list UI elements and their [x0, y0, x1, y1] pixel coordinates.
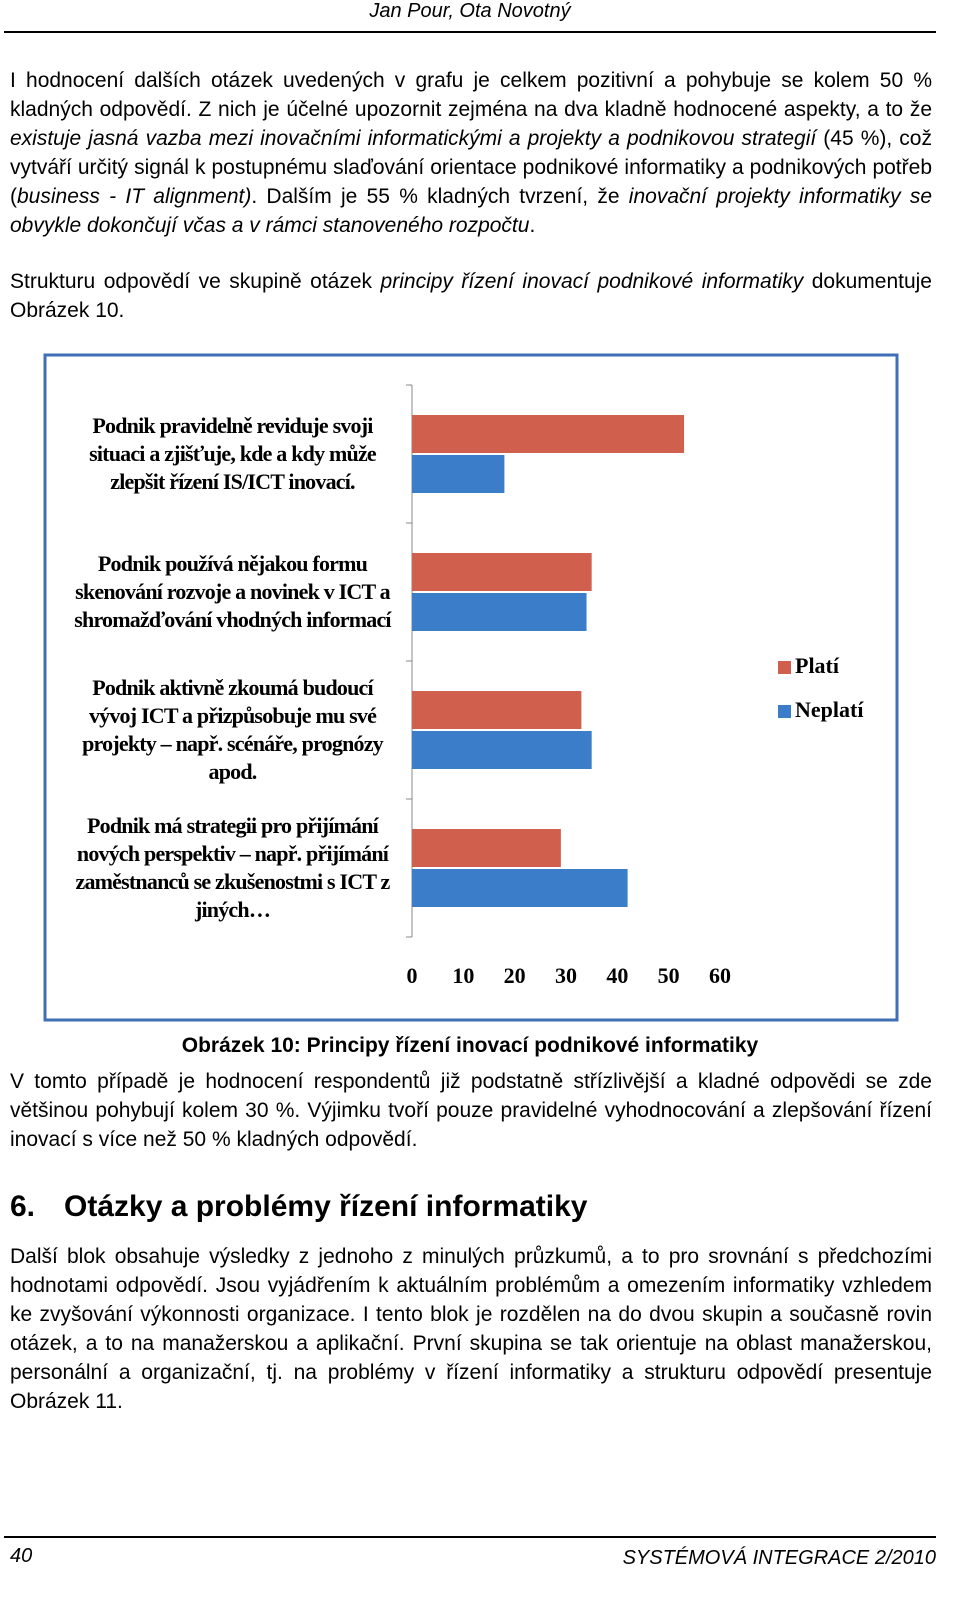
page-number: 40: [10, 1545, 33, 1567]
bar: [412, 691, 582, 729]
text: (45 %), což vytváří určitý signál k post…: [10, 127, 932, 208]
section-heading: 6. Otázky a problémy řízení informatiky: [10, 1188, 588, 1226]
bar: [412, 731, 592, 769]
x-tick-label: 40: [606, 963, 628, 988]
text: I hodnocení dalších otázek uvedených v g…: [10, 69, 932, 121]
paragraph: Další blok obsahuje výsledky z jednoho z…: [10, 1242, 932, 1416]
legend-swatch: [778, 661, 791, 674]
header: Jan Pour, Ota Novotný: [369, 0, 571, 22]
legend-label: Platí: [795, 653, 840, 678]
bar: [412, 415, 685, 453]
x-tick-label: 50: [658, 963, 680, 988]
category-label: Podnik používá nějakou formu skenování r…: [74, 551, 391, 632]
bar: [412, 593, 587, 631]
caption: Obrázek 10: Principy řízení inovací podn…: [181, 1034, 759, 1057]
x-tick-label: 0: [407, 963, 418, 988]
paragraph: V tomto případě je hodnocení respondentů…: [10, 1067, 932, 1154]
italic-text: existuje jasná vazba mezi inovačními inf…: [10, 127, 817, 150]
x-tick-label: 20: [504, 963, 526, 988]
x-tick-label: 30: [555, 963, 577, 988]
paragraph: Strukturu odpovědí ve skupině otázek pri…: [10, 267, 932, 325]
bar: [412, 869, 628, 907]
text: Další blok obsahuje výsledky z jednoho z…: [10, 1245, 932, 1413]
x-tick-label: 10: [452, 963, 474, 988]
text: . Dalším je 55 % kladných tvrzení, že: [251, 185, 629, 208]
category-label: Podnik aktivně zkoumá budoucí vývoj ICT …: [82, 675, 384, 784]
category-label: Podnik má strategii pro přijímání nových…: [75, 813, 390, 922]
bar: [412, 553, 592, 591]
text: Strukturu odpovědí ve skupině otázek: [10, 270, 381, 293]
italic-text: principy řízení inovací podnikové inform…: [380, 270, 804, 293]
legend-swatch: [778, 705, 791, 718]
italic-text: inovační projekty informatiky se obvykle…: [10, 185, 932, 237]
section-number: 6.: [10, 1190, 36, 1223]
header-rule: [4, 31, 936, 33]
text: .: [529, 214, 536, 237]
journal: SYSTÉMOVÁ INTEGRACE 2/2010: [622, 1547, 936, 1569]
category-label: Podnik pravidelně reviduje svoji situaci…: [89, 413, 377, 494]
legend-label: Neplatí: [795, 697, 864, 722]
bar: [412, 455, 505, 493]
section-title: Otázky a problémy řízení informatiky: [64, 1190, 588, 1223]
x-tick-label: 60: [709, 963, 731, 988]
paragraph: I hodnocení dalších otázek uvedených v g…: [10, 66, 932, 240]
bar: [412, 829, 561, 867]
text: V tomto případě je hodnocení respondentů…: [10, 1070, 932, 1151]
italic-text: business - IT alignment): [17, 185, 252, 208]
footer-rule: [4, 1536, 936, 1538]
text: dokumentuje Obrázek 10.: [10, 270, 932, 322]
